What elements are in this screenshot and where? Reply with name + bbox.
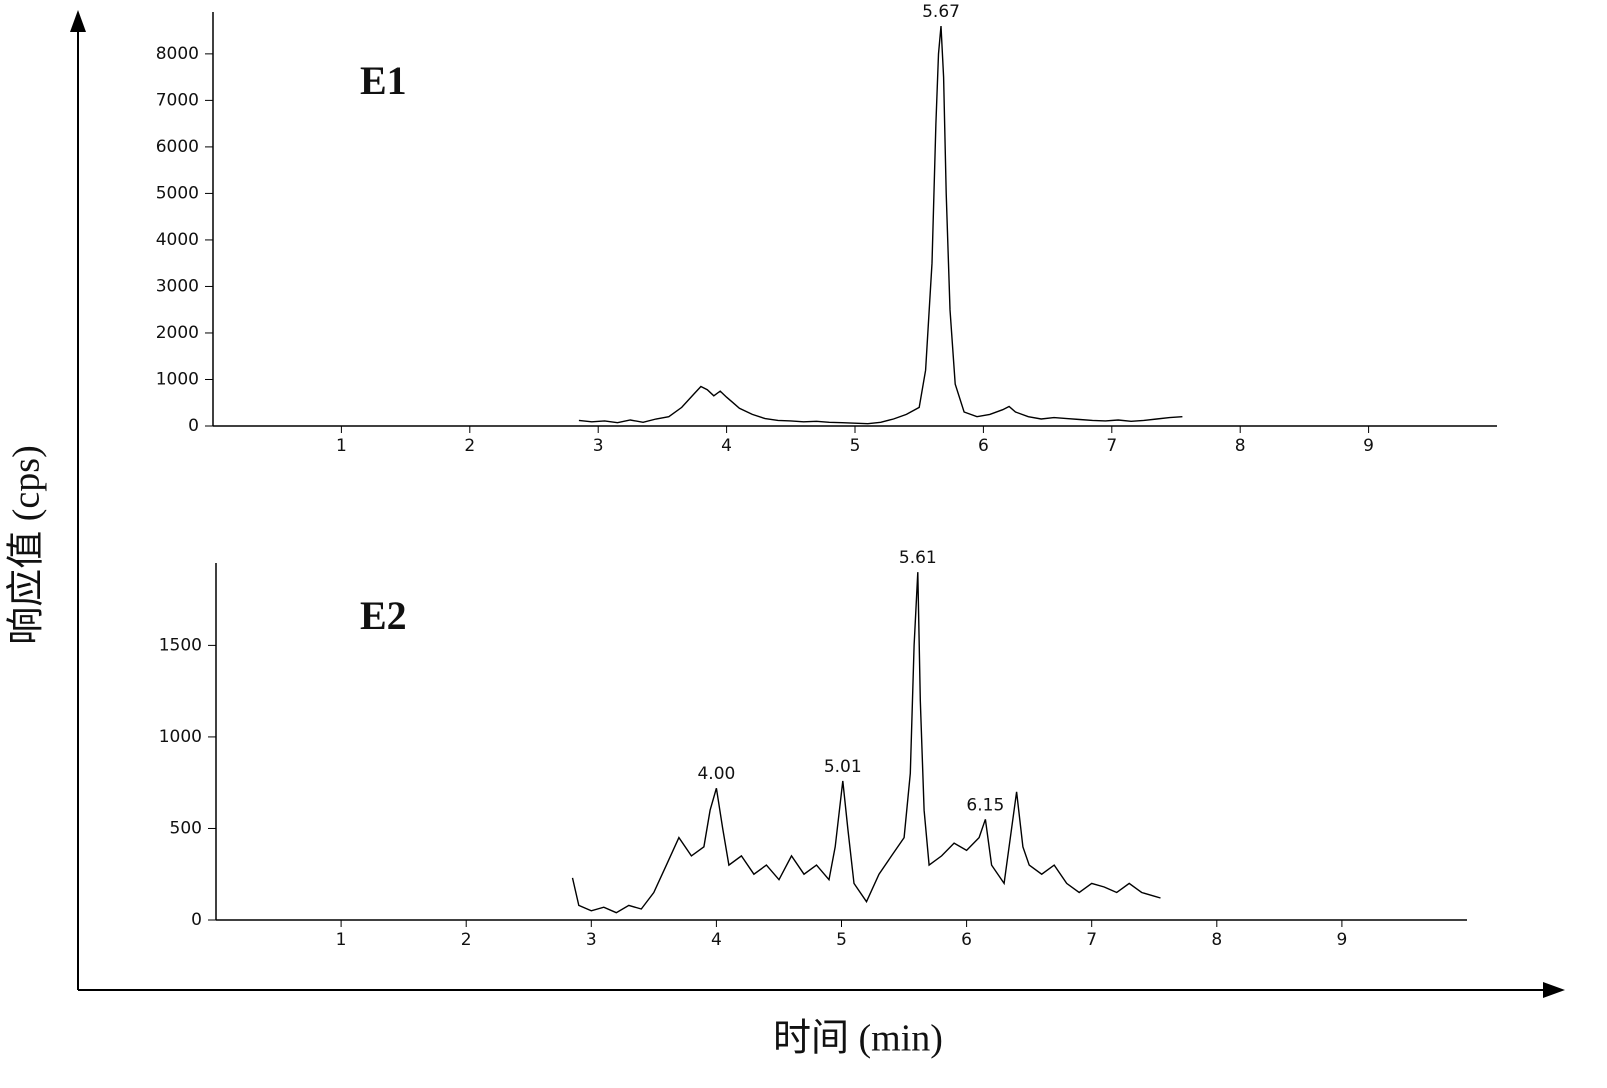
- y-tick-label: 7000: [156, 90, 199, 110]
- x-axis-label: 时间 (min): [773, 1018, 943, 1060]
- y-tick-label: 5000: [156, 183, 199, 203]
- y-tick-label: 0: [188, 416, 199, 436]
- y-tick-label: 2000: [156, 323, 199, 343]
- x-tick-label: 3: [593, 436, 604, 456]
- x-tick-label: 7: [1086, 930, 1097, 950]
- x-tick-label: 2: [461, 930, 472, 950]
- peak-label: 5.61: [899, 548, 937, 568]
- x-tick-label: 5: [850, 436, 861, 456]
- peak-label: 6.15: [966, 795, 1004, 815]
- y-tick-label: 500: [170, 818, 202, 838]
- peak-label: 5.01: [824, 757, 862, 777]
- x-tick-label: 5: [836, 930, 847, 950]
- chart-title: E1: [360, 58, 407, 103]
- y-tick-label: 3000: [156, 276, 199, 296]
- chart-title: E2: [360, 593, 407, 638]
- peak-label: 4.00: [697, 764, 735, 784]
- arrow: [70, 10, 86, 32]
- x-tick-label: 7: [1106, 436, 1117, 456]
- x-tick-label: 6: [961, 930, 972, 950]
- y-axis-label: 响应值 (cps): [6, 445, 48, 644]
- y-tick-label: 1500: [159, 635, 202, 655]
- x-tick-label: 4: [721, 436, 732, 456]
- y-tick-label: 8000: [156, 44, 199, 64]
- peak-label: 5.67: [922, 2, 960, 22]
- x-tick-label: 4: [711, 930, 722, 950]
- y-tick-label: 0: [191, 910, 202, 930]
- line: [578, 25, 1183, 425]
- x-tick-label: 8: [1235, 436, 1246, 456]
- x-tick-label: 8: [1211, 930, 1222, 950]
- x-tick-label: 6: [978, 436, 989, 456]
- y-tick-label: 1000: [156, 369, 199, 389]
- arrow: [1543, 982, 1565, 998]
- y-tick-label: 6000: [156, 137, 199, 157]
- x-tick-label: 9: [1363, 436, 1374, 456]
- x-tick-label: 3: [586, 930, 597, 950]
- x-tick-label: 9: [1336, 930, 1347, 950]
- x-tick-label: 1: [336, 930, 347, 950]
- line: [571, 572, 1161, 914]
- y-tick-label: 4000: [156, 230, 199, 250]
- x-tick-label: 2: [464, 436, 475, 456]
- y-tick-label: 1000: [159, 727, 202, 747]
- x-tick-label: 1: [336, 436, 347, 456]
